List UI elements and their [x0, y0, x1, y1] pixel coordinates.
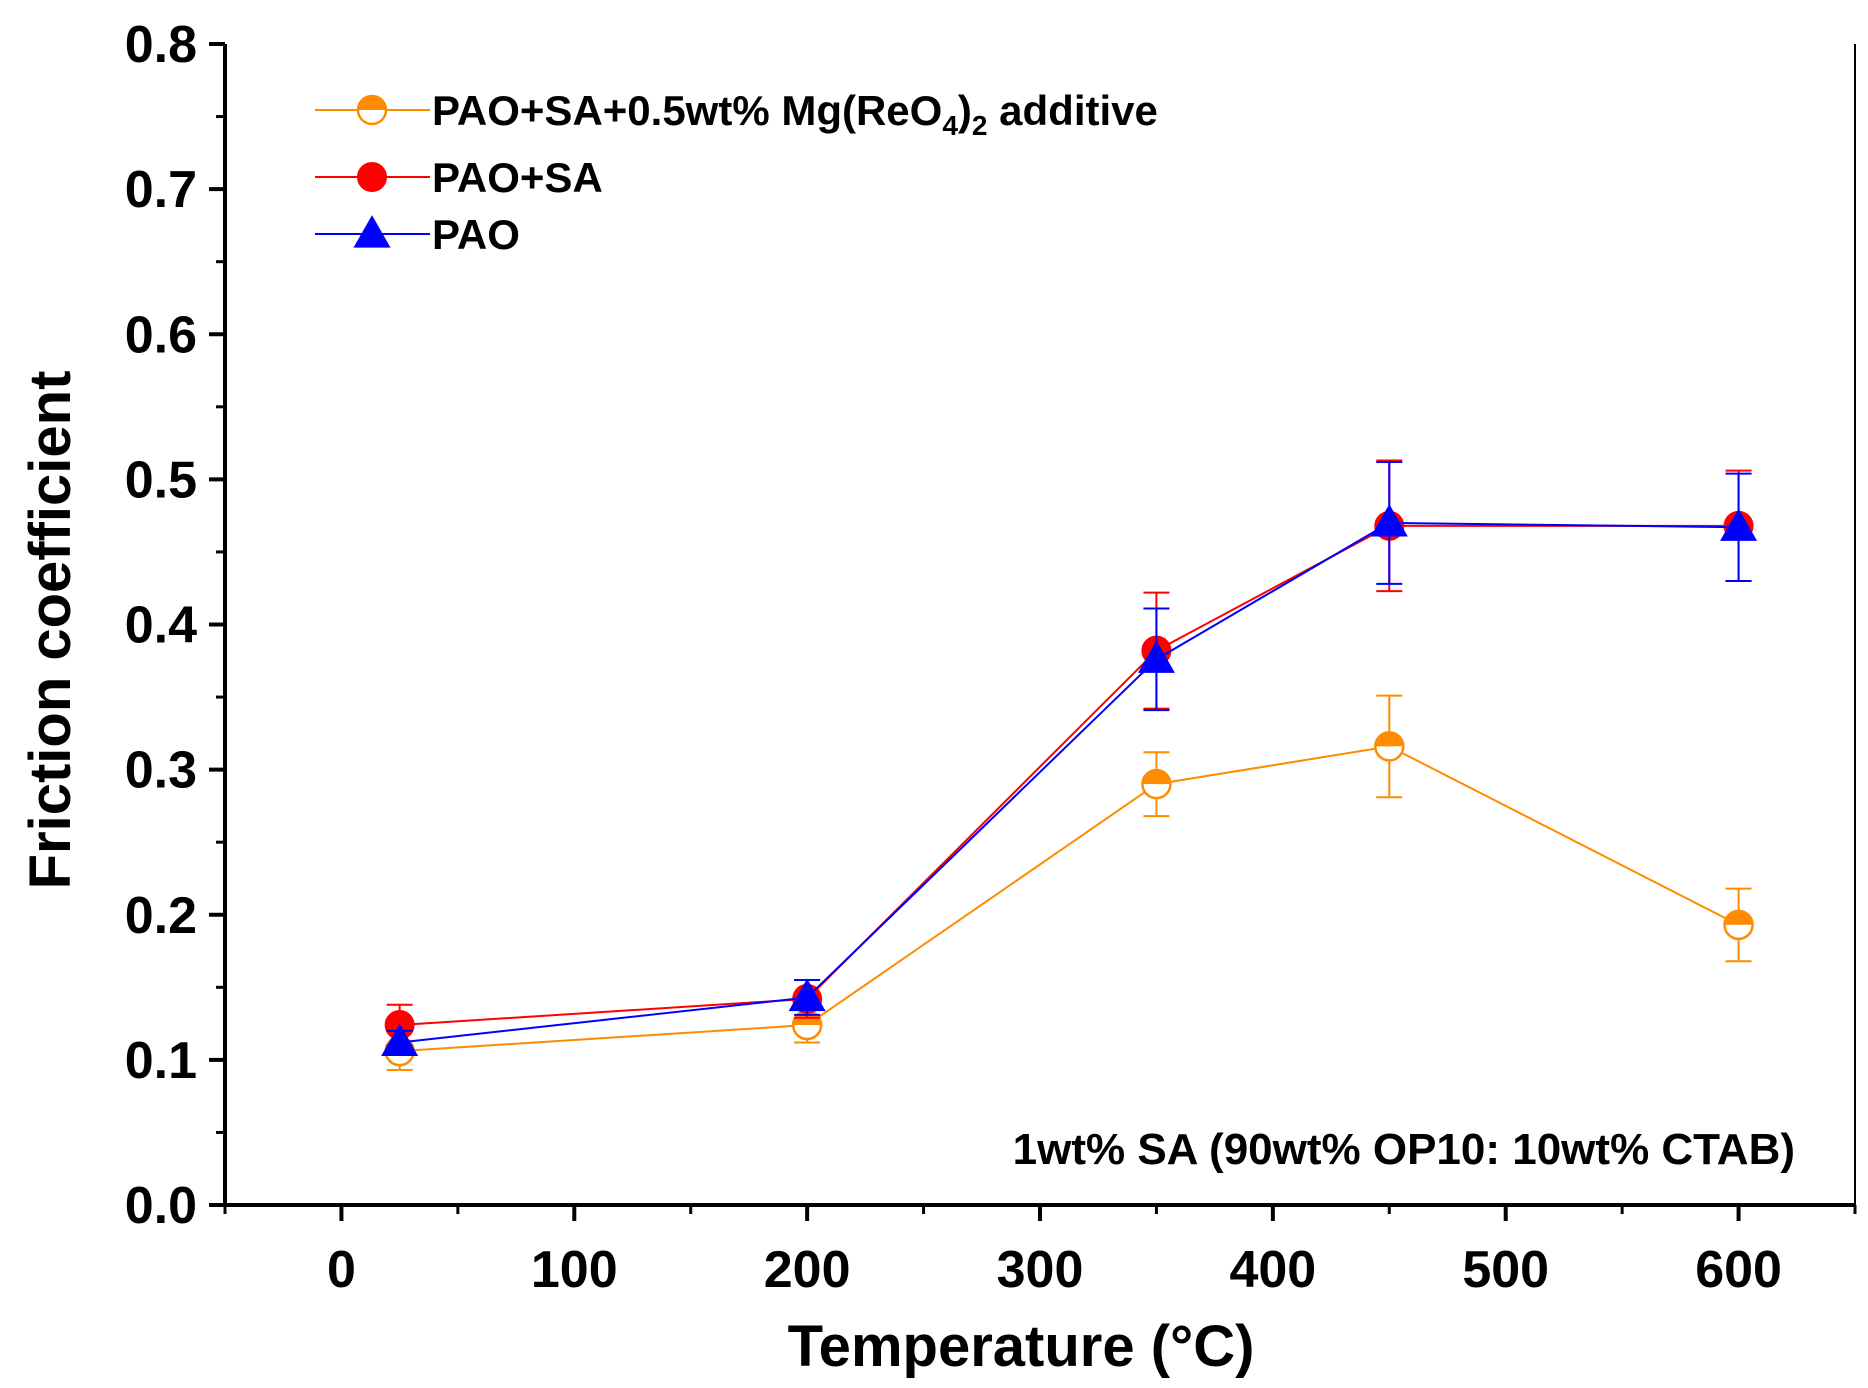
legend-item-2: PAO: [315, 211, 520, 258]
legend-marker: [356, 94, 388, 126]
legend-label-part: additive: [988, 87, 1158, 134]
legend-label: PAO+SA: [432, 154, 603, 201]
marker-bottom-half: [1142, 784, 1171, 799]
legend-marker: [357, 162, 387, 192]
x-tick-label: 0: [327, 1241, 356, 1299]
y-tick-label: 0.2: [125, 887, 197, 945]
marker-outline: [1141, 768, 1172, 800]
series-2: [381, 460, 1758, 1057]
marker-bottom-half: [1375, 746, 1404, 761]
marker-top-half: [1142, 770, 1171, 785]
series-0: [384, 694, 1754, 1072]
legend-item-0: PAO+SA+0.5wt% Mg(ReO4)2 additive: [315, 87, 1158, 141]
marker-outline: [356, 94, 388, 126]
legend-label: PAO+SA+0.5wt% Mg(ReO4)2 additive: [432, 87, 1158, 141]
x-tick-label: 600: [1695, 1241, 1782, 1299]
marker-top-half: [1724, 910, 1753, 925]
marker-top-half: [1375, 732, 1404, 747]
legend-label-part: PAO+SA+0.5wt% Mg(ReO: [432, 87, 942, 134]
x-tick-label: 400: [1229, 1241, 1316, 1299]
legend-label-part: ): [958, 87, 972, 134]
legend-label-part: 4: [942, 110, 958, 141]
y-axis-title: Friction coefficient: [18, 371, 83, 890]
data-point: [1370, 504, 1408, 537]
x-axis-title: Temperature (°C): [788, 1314, 1255, 1379]
data-point: [1141, 768, 1172, 800]
data-point: [1374, 731, 1405, 762]
data-point: [381, 1023, 419, 1057]
y-tick-label: 0.3: [125, 742, 197, 800]
legend-item-1: PAO+SA: [315, 154, 603, 201]
marker-top-half: [358, 96, 386, 110]
data-point: [788, 978, 826, 1012]
y-tick-label: 0.8: [125, 16, 197, 74]
series-1: [384, 459, 1754, 1047]
y-tick-label: 0.4: [125, 597, 197, 655]
series-line: [399, 745, 1740, 1053]
legend-label-part: 2: [972, 110, 988, 141]
marker-bottom-half: [358, 110, 386, 124]
marker-bottom-half: [1724, 924, 1753, 939]
x-tick-label: 300: [997, 1241, 1084, 1299]
x-tick-label: 500: [1462, 1241, 1549, 1299]
y-tick-label: 0.7: [125, 161, 197, 219]
data-point: [1137, 640, 1175, 673]
x-tick-label: 100: [531, 1241, 618, 1299]
y-tick-label: 0.5: [125, 451, 197, 509]
y-tick-label: 0.6: [125, 306, 197, 364]
marker-outline: [1723, 909, 1754, 941]
legend-marker: [353, 215, 391, 248]
marker-bottom-half: [793, 1025, 822, 1040]
y-tick-label: 0.0: [125, 1177, 197, 1235]
marker-outline: [1374, 731, 1405, 762]
data-point: [1723, 909, 1754, 941]
data-point: [1720, 508, 1758, 541]
legend-label: PAO: [432, 211, 520, 258]
x-tick-label: 200: [764, 1241, 851, 1299]
series-line: [399, 521, 1739, 1044]
series-line: [399, 524, 1739, 1027]
y-tick-label: 0.1: [125, 1032, 197, 1090]
chart-annotation: 1wt% SA (90wt% OP10: 10wt% CTAB): [1013, 1125, 1795, 1174]
